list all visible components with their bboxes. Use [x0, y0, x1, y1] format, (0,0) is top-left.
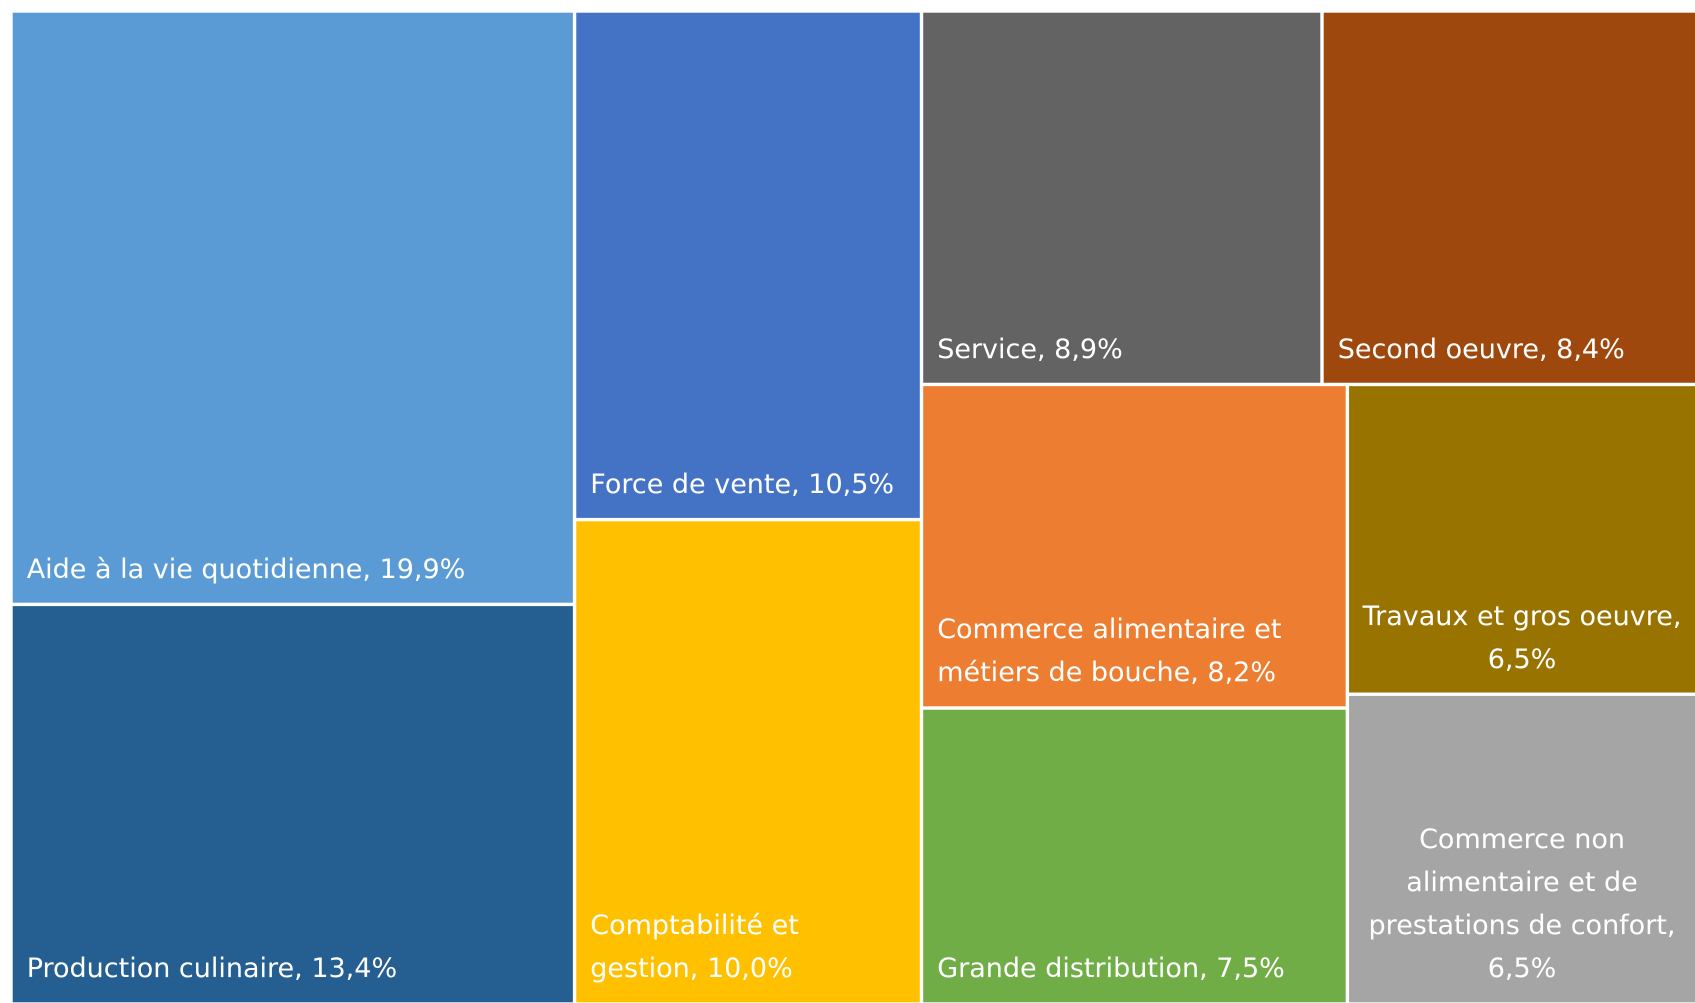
treemap-cell — [576, 12, 920, 518]
cell-label-box: Comptabilité et gestion, 10,0% — [590, 910, 799, 985]
cell-label: Comptabilité et gestion, 10,0% — [590, 910, 799, 985]
cell-label-box: Commerce alimentaire et métiers de bouch… — [937, 614, 1282, 689]
cell-label-box: Service, 8,9% — [937, 333, 1123, 365]
treemap-cell — [923, 386, 1346, 707]
treemap-cell — [1349, 695, 1695, 1003]
cell-label-box: Aide à la vie quotidienne, 19,9% — [26, 553, 466, 585]
cell-label: Commerce non alimentaire et de prestatio… — [1368, 824, 1676, 985]
treemap-cell — [12, 12, 573, 603]
treemap-cell — [12, 606, 573, 1003]
cell-label-box: Second oeuvre, 8,4% — [1337, 333, 1625, 365]
treemap-cell — [923, 709, 1346, 1003]
cell-label: Aide à la vie quotidienne, 19,9% — [26, 553, 466, 585]
cell-label: Second oeuvre, 8,4% — [1337, 333, 1625, 365]
treemap-cell — [1323, 12, 1695, 383]
cell-label: Grande distribution, 7,5% — [937, 953, 1285, 985]
cell-label: Production culinaire, 13,4% — [26, 953, 398, 985]
cell-label-box: Travaux et gros oeuvre, 6,5% — [1362, 600, 1682, 675]
cell-label: Force de vente, 10,5% — [590, 468, 895, 500]
cell-label-box: Grande distribution, 7,5% — [937, 953, 1285, 985]
treemap-cell — [576, 521, 920, 1003]
cell-label: Commerce alimentaire et métiers de bouch… — [937, 614, 1282, 689]
cell-label-box: Production culinaire, 13,4% — [26, 953, 398, 985]
treemap-cell — [923, 12, 1321, 383]
treemap-cell — [1349, 386, 1695, 693]
cell-label: Travaux et gros oeuvre, 6,5% — [1362, 600, 1682, 675]
cell-label: Service, 8,9% — [937, 333, 1123, 365]
cell-label-box: Commerce non alimentaire et de prestatio… — [1368, 824, 1676, 985]
cell-label-box: Force de vente, 10,5% — [590, 468, 895, 500]
